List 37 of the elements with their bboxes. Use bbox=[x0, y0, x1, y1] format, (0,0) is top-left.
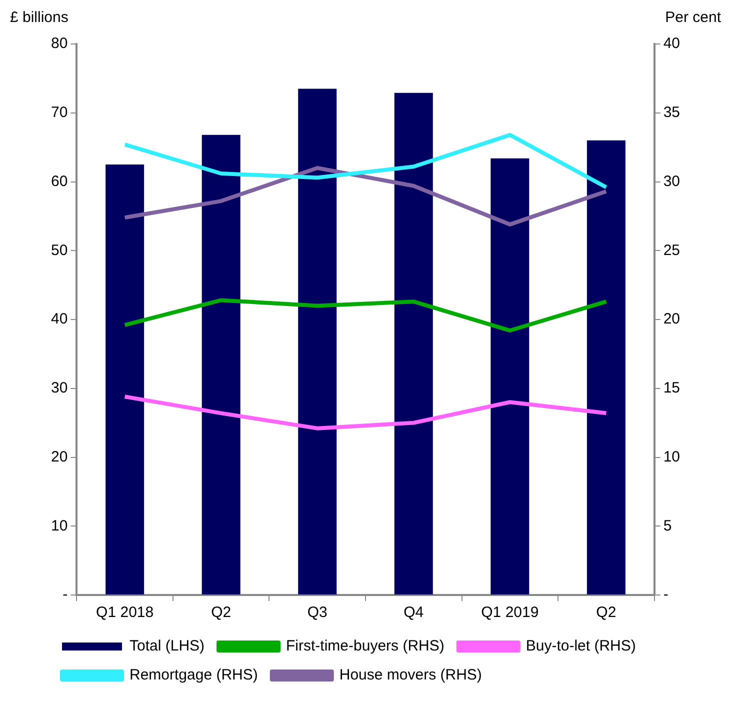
y2-tick-label: 10 bbox=[663, 448, 680, 466]
y-tick-label: - bbox=[62, 586, 68, 604]
x-tick-label: Q4 bbox=[404, 604, 424, 622]
bar bbox=[394, 92, 433, 594]
y2-tick-label: - bbox=[663, 586, 668, 604]
x-tick-label: Q2 bbox=[596, 604, 616, 622]
bar bbox=[586, 140, 626, 594]
x-tick-label: Q3 bbox=[307, 604, 328, 622]
bar bbox=[202, 134, 240, 594]
legend-label: Buy-to-let (RHS) bbox=[526, 638, 636, 655]
y2-tick-label: 30 bbox=[663, 172, 680, 190]
y2-tick-label: 35 bbox=[663, 104, 680, 122]
y2-tick-label: 20 bbox=[663, 310, 680, 328]
y2-tick-label: 40 bbox=[663, 35, 680, 52]
y2-tick-label: 25 bbox=[663, 242, 680, 259]
y-tick-label: 70 bbox=[50, 104, 68, 122]
y-axis-title: £ billions bbox=[10, 9, 68, 26]
y2-tick-label: 5 bbox=[663, 517, 672, 534]
legend-label: Remortgage (RHS) bbox=[130, 666, 258, 684]
bar bbox=[298, 88, 337, 594]
x-tick-label: Q1 2019 bbox=[481, 604, 539, 622]
y-tick-label: 20 bbox=[50, 448, 68, 466]
bar bbox=[106, 164, 144, 594]
legend-label: House movers (RHS) bbox=[339, 666, 482, 684]
y-tick-label: 50 bbox=[50, 242, 68, 259]
y-tick-label: 60 bbox=[50, 172, 68, 190]
y-tick-label: 30 bbox=[50, 380, 68, 397]
x-tick-label: Q1 2018 bbox=[96, 604, 154, 622]
y2-tick-label: 15 bbox=[663, 380, 680, 397]
y2-axis-title: Per cent bbox=[665, 9, 722, 26]
bar bbox=[490, 158, 530, 594]
legend-label: Total (LHS) bbox=[130, 638, 205, 655]
y-tick-label: 80 bbox=[50, 35, 68, 52]
y-tick-label: 10 bbox=[50, 517, 68, 534]
x-tick-label: Q2 bbox=[211, 604, 232, 622]
y-tick-label: 40 bbox=[50, 310, 68, 328]
legend-label: First-time-buyers (RHS) bbox=[286, 638, 444, 655]
